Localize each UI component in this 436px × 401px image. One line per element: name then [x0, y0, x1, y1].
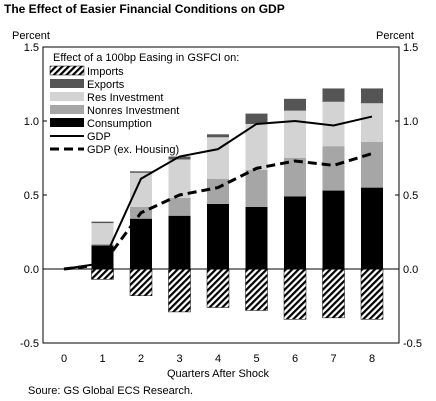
bar-imports: [168, 268, 191, 313]
legend-swatch: [50, 79, 84, 88]
bar-res-investment: [322, 101, 345, 147]
bar-imports: [283, 268, 307, 320]
legend-label: Res Investment: [87, 92, 163, 104]
legend-title: Effect of a 100bp Easing in GSFCI on:: [53, 52, 239, 64]
bar-consumption: [322, 190, 345, 269]
chart-title: The Effect of Easier Financial Condition…: [4, 2, 285, 16]
x-tick-label: 1: [99, 353, 105, 365]
legend-swatch: [50, 118, 84, 127]
legend-label: Consumption: [87, 118, 152, 130]
x-tick-label: 2: [138, 353, 144, 365]
legend-swatch: [50, 105, 84, 114]
bar-consumption: [130, 218, 152, 269]
legend-label: GDP: [87, 131, 111, 143]
bar-exports: [207, 134, 229, 138]
x-tick-label: 7: [330, 353, 336, 365]
x-tick-label: 4: [215, 353, 221, 365]
legend-swatch: [49, 65, 85, 76]
bar-res-investment: [130, 172, 152, 207]
bar-exports: [322, 88, 345, 102]
bar-consumption: [245, 206, 268, 269]
x-axis-label: Quarters After Shock: [167, 368, 270, 380]
legend-label: Exports: [87, 79, 125, 91]
bar-imports: [91, 268, 114, 280]
bar-exports: [168, 156, 191, 160]
y-tick-label-right: 0.0: [403, 264, 418, 276]
x-tick-label: 5: [253, 353, 259, 365]
bar-nonres-investment: [284, 158, 306, 197]
line-gdp-ex-housing: [63, 152, 373, 271]
bar-imports: [245, 268, 268, 311]
x-tick-label: 8: [369, 353, 375, 365]
bar-exports: [361, 88, 383, 104]
y-tick-label-left: 0.0: [24, 264, 39, 276]
y-tick-label-left: 0.5: [24, 190, 39, 202]
bar-res-investment: [361, 103, 383, 142]
bar-consumption: [361, 187, 383, 269]
legend-label: Nonres Investment: [87, 105, 179, 117]
bar-nonres-investment: [361, 141, 383, 188]
bar-res-investment: [245, 123, 268, 170]
bar-imports: [322, 268, 345, 319]
bar-exports: [284, 98, 306, 111]
y-tick-label-left: -0.5: [20, 338, 39, 350]
x-tick-label: 0: [61, 353, 67, 365]
bar-consumption: [284, 196, 306, 269]
bar-nonres-investment: [207, 178, 229, 204]
y-tick-label-right: 0.5: [403, 190, 418, 202]
y-axis-label-left: Percent: [12, 30, 50, 42]
bar-res-investment: [91, 223, 114, 244]
source-note: Soure: GS Global ECS Research.: [28, 385, 193, 397]
bar-res-investment: [284, 110, 306, 158]
bar-res-investment: [207, 137, 229, 179]
y-axis-label-right: Percent: [376, 30, 414, 42]
y-tick-label-right: 1.5: [403, 42, 418, 54]
bar-exports: [91, 221, 114, 224]
x-tick-label: 6: [292, 353, 298, 365]
y-tick-label-left: 1.0: [24, 116, 39, 128]
plot-area: -0.5 -0.5 0.0 0.0 0.5 0.5 1.0 1.0 1.5 1.5 0 1 2 3 4 5 6 7…: [20, 42, 422, 365]
bar-res-investment: [168, 159, 191, 198]
line-gdp: [63, 115, 373, 270]
bar-imports: [206, 268, 230, 308]
bar-nonres-investment: [91, 243, 114, 246]
bar-consumption: [168, 215, 191, 269]
y-tick-label-right: 1.0: [403, 116, 418, 128]
y-tick-label-right: -0.5: [403, 338, 422, 350]
bar-nonres-investment: [168, 197, 191, 216]
bar-exports: [245, 113, 268, 124]
bar-imports: [360, 268, 384, 320]
bar-nonres-investment: [322, 146, 345, 191]
legend-label: Imports: [87, 66, 124, 78]
bar-imports: [129, 268, 153, 296]
bar-nonres-investment: [245, 169, 268, 207]
legend-swatch: [50, 92, 84, 101]
bar-consumption: [207, 203, 229, 269]
x-tick-label: 3: [176, 353, 182, 365]
y-tick-label-left: 1.5: [24, 42, 39, 54]
legend-label: GDP (ex. Housing): [87, 144, 179, 156]
bar-exports: [130, 171, 152, 173]
